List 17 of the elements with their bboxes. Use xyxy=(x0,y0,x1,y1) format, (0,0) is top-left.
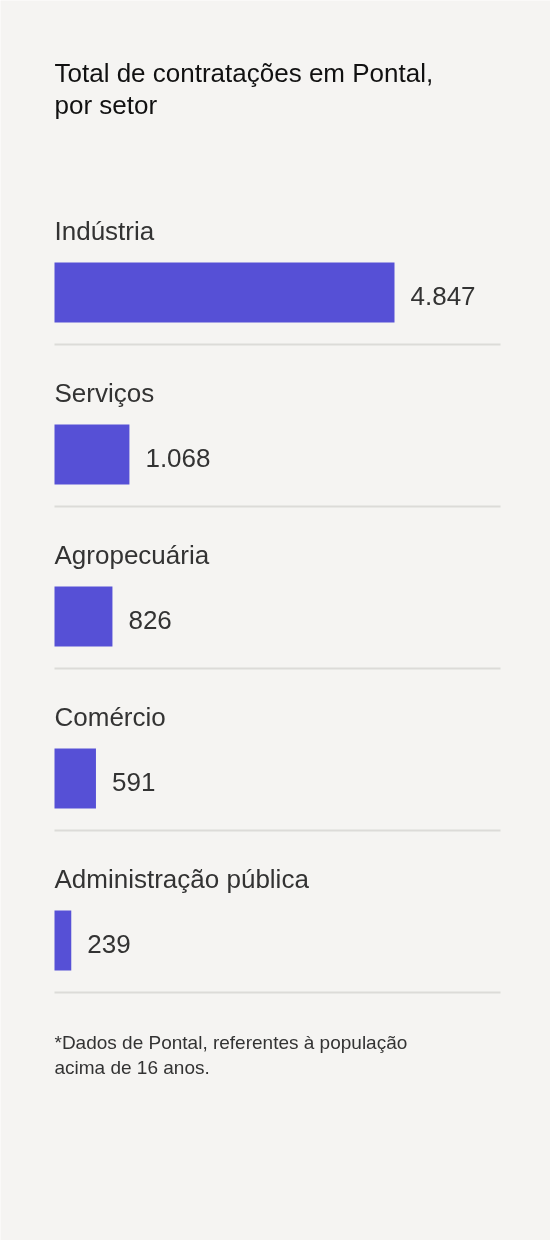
bar xyxy=(54,424,130,485)
text: *Dados de Pontal, referentes à população acima de 16 anos. xyxy=(54,1032,408,1078)
data-label: 4.847 xyxy=(410,280,476,311)
bar xyxy=(54,748,96,809)
y-tick-label: Agropecuária xyxy=(54,539,210,570)
bar xyxy=(54,910,72,971)
chart-title: Total de contratações em Pontal, por setor xyxy=(54,57,434,120)
y-tick-label: Serviços xyxy=(54,377,155,408)
data-label: 1.068 xyxy=(145,442,211,473)
y-tick-label: Administração pública xyxy=(54,863,310,894)
bar xyxy=(54,586,113,647)
bar xyxy=(54,262,395,323)
data-label: 826 xyxy=(128,604,172,635)
data-label: 591 xyxy=(111,766,156,797)
data-label: 239 xyxy=(87,928,131,959)
y-tick-label: Indústria xyxy=(54,215,155,246)
y-tick-label: Comércio xyxy=(54,701,166,732)
